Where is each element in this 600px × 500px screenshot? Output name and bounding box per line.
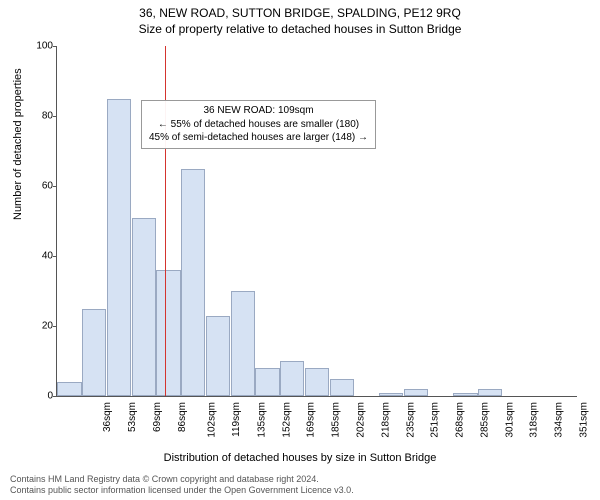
histogram-bar <box>305 368 329 396</box>
histogram-bar <box>280 361 304 396</box>
x-tick-label: 202sqm <box>356 402 367 438</box>
footer-line1: Contains HM Land Registry data © Crown c… <box>10 474 354 485</box>
x-axis-label: Distribution of detached houses by size … <box>0 452 600 464</box>
histogram-bar <box>82 309 106 397</box>
annotation-line2: ← 55% of detached houses are smaller (18… <box>149 118 368 132</box>
footer-line2: Contains public sector information licen… <box>10 485 354 496</box>
histogram-bar <box>231 291 255 396</box>
x-tick-label: 251sqm <box>430 402 441 438</box>
y-tick-mark <box>53 396 57 397</box>
x-tick-label: 36sqm <box>102 402 113 432</box>
y-tick-label: 40 <box>27 251 53 262</box>
chart-title-line2: Size of property relative to detached ho… <box>0 20 600 36</box>
x-tick-label: 218sqm <box>380 402 391 438</box>
y-tick-label: 20 <box>27 321 53 332</box>
y-tick-mark <box>53 186 57 187</box>
histogram-bar <box>478 389 502 396</box>
y-axis-label: Number of detached properties <box>12 68 24 220</box>
x-tick-label: 334sqm <box>554 402 565 438</box>
chart-title-line1: 36, NEW ROAD, SUTTON BRIDGE, SPALDING, P… <box>0 0 600 20</box>
histogram-bar <box>206 316 230 397</box>
y-tick-mark <box>53 116 57 117</box>
histogram-bar <box>181 169 205 397</box>
x-tick-label: 152sqm <box>281 402 292 438</box>
x-tick-label: 135sqm <box>257 402 268 438</box>
x-tick-label: 318sqm <box>529 402 540 438</box>
annotation-box: 36 NEW ROAD: 109sqm ← 55% of detached ho… <box>141 100 376 149</box>
y-tick-mark <box>53 326 57 327</box>
chart-container: 36, NEW ROAD, SUTTON BRIDGE, SPALDING, P… <box>0 0 600 500</box>
y-tick-label: 80 <box>27 111 53 122</box>
y-tick-label: 60 <box>27 181 53 192</box>
x-tick-label: 53sqm <box>127 402 138 432</box>
histogram-bar <box>404 389 428 396</box>
x-tick-label: 102sqm <box>207 402 218 438</box>
x-tick-label: 119sqm <box>231 402 242 437</box>
histogram-bar <box>57 382 81 396</box>
reference-line <box>165 46 166 396</box>
footer: Contains HM Land Registry data © Crown c… <box>10 474 354 497</box>
x-tick-label: 268sqm <box>455 402 466 438</box>
x-tick-label: 185sqm <box>331 402 342 438</box>
annotation-line1: 36 NEW ROAD: 109sqm <box>149 104 368 118</box>
x-tick-label: 169sqm <box>306 402 317 438</box>
histogram-bar <box>453 393 477 397</box>
x-tick-label: 301sqm <box>504 402 515 438</box>
x-tick-label: 285sqm <box>479 402 490 438</box>
histogram-bar <box>107 99 131 397</box>
y-tick-label: 100 <box>27 41 53 52</box>
y-tick-mark <box>53 46 57 47</box>
histogram-bar <box>156 270 180 396</box>
histogram-bar <box>330 379 354 397</box>
histogram-bar <box>132 218 156 397</box>
y-tick-mark <box>53 256 57 257</box>
x-tick-label: 351sqm <box>578 402 589 438</box>
histogram-bar <box>379 393 403 397</box>
annotation-line3: 45% of semi-detached houses are larger (… <box>149 131 368 145</box>
histogram-bar <box>255 368 279 396</box>
y-tick-label: 0 <box>27 391 53 402</box>
x-tick-label: 69sqm <box>152 402 163 432</box>
x-tick-label: 235sqm <box>405 402 416 438</box>
x-tick-label: 86sqm <box>177 402 188 432</box>
plot-area: 36 NEW ROAD: 109sqm ← 55% of detached ho… <box>56 46 577 397</box>
